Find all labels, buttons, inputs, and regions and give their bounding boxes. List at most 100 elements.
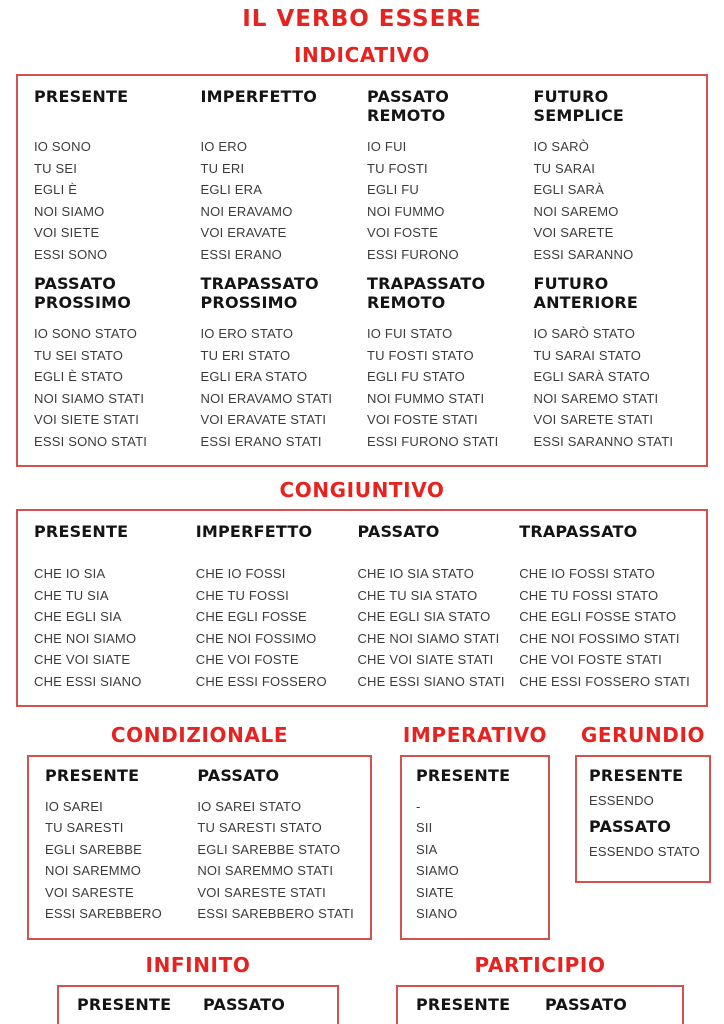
- conjugation-item: VOI SARETE STATI: [533, 412, 654, 427]
- conjugation-item: NOI SAREMMO: [45, 863, 142, 879]
- conjugation-item: IO SARÒ: [533, 139, 590, 154]
- conjugation-item: CHE TU SIA: [34, 587, 109, 603]
- conjugation-list: IO SONO STATO TU SEI STATO EGLI È STATO NOI…: [34, 323, 191, 452]
- conjugation-item: CHE ESSI FOSSERO STATI: [519, 673, 690, 689]
- tense-name: FUTURO SEMPLICE: [533, 87, 625, 125]
- conjugation-item: ESSI SONO STATI: [34, 433, 148, 449]
- indicativo-passato-remoto: PASSATO REMOTO IO FUI TU FOSTI EGLI FU NOI …: [367, 87, 524, 265]
- conjugation-list: IO SARÒ STATO TU SARAI STATO EGLI SARÀ STA…: [534, 323, 691, 452]
- tense-name: TRAPASSATO PROSSIMO: [200, 274, 319, 312]
- conjugation-item: TU FOSTI STATO: [367, 347, 474, 363]
- conjugation-item: VOI ERAVATE STATI: [200, 412, 327, 427]
- conjugation-item: CHE ESSI SIANO STATI: [357, 673, 505, 689]
- conjugation-item: EGLI ERA: [200, 182, 263, 197]
- conjugation-list: - SII SIA SIAMO SIATE SIANO: [416, 796, 534, 925]
- conjugation-item: SIANO: [416, 906, 458, 922]
- page-title: IL VERBO ESSERE: [242, 6, 482, 32]
- conjugation-item: EGLI È: [34, 182, 78, 197]
- conjugation-item: NOI FUMMO STATI: [367, 390, 485, 406]
- conjugation-item: VOI FOSTE STATI: [367, 412, 478, 427]
- tense-name: PASSATO: [197, 766, 280, 785]
- conjugation-item: CHE VOI FOSTE STATI: [519, 652, 662, 667]
- conjugation-item: ESSI SAREBBERO: [45, 906, 162, 922]
- conjugation-list: IO SONO TU SEI EGLI È NOI SIAMO VOI SIETE ESS…: [34, 136, 191, 265]
- conjugation-item: IO SONO: [34, 139, 92, 154]
- congiuntivo-passato: PASSATO CHE IO SIA STATO CHE TU SIA STATO…: [357, 522, 509, 692]
- conjugation-item: IO ERO STATO: [200, 326, 294, 341]
- imperativo-table: PRESENTE - SII SIA SIAMO SIATE SIANO: [400, 755, 550, 940]
- tense-name: TRAPASSATO: [519, 522, 638, 541]
- tense-name: PASSATO: [357, 522, 440, 541]
- mood-heading-imperativo: IMPERATIVO: [402, 723, 548, 747]
- conjugation-item: CHE IO FOSSI STATO: [519, 566, 655, 581]
- conjugation-item: VOI SIETE: [34, 225, 100, 240]
- conjugation-item: ESSI SAREBBERO STATI: [197, 906, 354, 922]
- indicativo-trapassato-prossimo: TRAPASSATO PROSSIMO IO ERO STATO TU ERI S…: [200, 274, 358, 452]
- conjugation-item: CHE TU SIA STATO: [357, 587, 478, 603]
- conjugation-item: STATO: [545, 1020, 664, 1024]
- section-gerundio: GERUNDIO PRESENTE ESSENDO PASSATO ESSEND…: [575, 723, 711, 884]
- section-congiuntivo: CONGIUNTIVO PRESENTE CHE IO SIA CHE TU SI…: [0, 478, 724, 707]
- conjugation-item: ESSI SARANNO STATI: [533, 433, 674, 449]
- conjugation-item: EGLI SAREBBE STATO: [197, 841, 341, 857]
- section-imperativo: IMPERATIVO PRESENTE - SII SIA SIAMO SIATE SIA…: [400, 723, 550, 940]
- indicativo-table: PRESENTE IO SONO TU SEI EGLI È NOI SIAMO VOI…: [16, 74, 708, 467]
- conjugation-item: NOI FUMMO: [367, 203, 445, 219]
- conjugation-item: -: [416, 798, 421, 814]
- conjugation-item: CHE ESSI FOSSERO: [195, 673, 327, 689]
- mood-heading-condizionale: CONDIZIONALE: [110, 723, 289, 747]
- conjugation-item: EGLI FU STATO: [367, 369, 465, 384]
- tense-name: PASSATO: [203, 994, 286, 1014]
- conjugation-list: CHE IO FOSSI STATO CHE TU FOSSI STATO CHE …: [519, 563, 690, 692]
- conjugation-item: NOI ERAVAMO: [200, 203, 293, 219]
- conjugation-item: TU SARAI STATO: [533, 347, 642, 363]
- imperativo-presente: PRESENTE - SII SIA SIAMO SIATE SIANO: [416, 766, 534, 925]
- conjugation-item: NOI SIAMO: [34, 203, 105, 219]
- conjugation-item: IO SAREI STATO: [197, 798, 302, 814]
- conjugation-item: SIAMO: [416, 863, 459, 879]
- conjugation-list: IO ERO TU ERI EGLI ERA NOI ERAVAMO VOI ERAVA…: [201, 136, 358, 265]
- tense-name: PRESENTE: [416, 766, 511, 785]
- conjugation-item: CHE EGLI FOSSE STATO: [519, 609, 677, 624]
- conjugation-item: EGLI SARÀ: [533, 182, 604, 197]
- conjugation-item: CHE VOI SIATE: [34, 652, 131, 667]
- section-infinito: INFINITO PRESENTE ESSERE PASSATO ESSERE …: [57, 953, 339, 1024]
- indicativo-imperfetto: IMPERFETTO IO ERO TU ERI EGLI ERA NOI ERAVA…: [201, 87, 358, 265]
- participio-presente: PRESENTE ESSENTE: [416, 995, 535, 1024]
- conjugation-item: SII: [416, 820, 433, 836]
- tense-name: PRESENTE: [77, 994, 172, 1014]
- conjugation-item: TU SEI: [34, 160, 78, 176]
- congiuntivo-table: PRESENTE CHE IO SIA CHE TU SIA CHE EGLI SI…: [16, 509, 708, 707]
- tense-name: PASSATO: [589, 817, 672, 837]
- conjugation-item: IO ERO: [200, 139, 248, 154]
- conjugation-item: ESSI SARANNO: [533, 246, 634, 262]
- conjugation-item: CHE NOI FOSSIMO: [195, 630, 317, 646]
- conjugation-item: CHE NOI FOSSIMO STATI: [519, 630, 680, 646]
- conjugation-item: VOI FOSTE: [367, 225, 439, 240]
- conjugation-item: TU SARESTI: [45, 820, 124, 836]
- tense-name: PRESENTE: [589, 766, 684, 785]
- tense-name: TRAPASSATO REMOTO: [367, 274, 486, 312]
- tense-name: PASSATO REMOTO: [367, 87, 450, 125]
- condizionale-passato: PASSATO IO SAREI STATO TU SARESTI STATO EG…: [197, 766, 354, 925]
- congiuntivo-trapassato: TRAPASSATO CHE IO FOSSI STATO CHE TU FOSS…: [519, 522, 690, 692]
- conjugation-item: VOI SARESTE STATI: [197, 884, 326, 900]
- conjugation-item: NOI ERAVAMO STATI: [200, 390, 333, 406]
- conjugation-item: ESSI FURONO: [367, 246, 459, 262]
- participio-table: PRESENTE ESSENTE PASSATO STATO: [396, 984, 684, 1024]
- conjugation-item: VOI SIETE STATI: [34, 412, 140, 427]
- conjugation-item: CHE IO FOSSI: [195, 566, 286, 581]
- tense-name: PRESENTE: [34, 87, 129, 106]
- conjugation-item: IO FUI: [367, 139, 407, 154]
- conjugation-item: CHE NOI SIAMO: [34, 630, 137, 646]
- conjugation-item: SIATE: [416, 884, 454, 900]
- conjugation-item: VOI SARESTE: [45, 884, 134, 900]
- middle-row: CONDIZIONALE PRESENTE IO SAREI TU SARESTI…: [27, 723, 711, 940]
- conjugation-item: IO FUI STATO: [367, 326, 453, 341]
- mood-heading-infinito: INFINITO: [145, 952, 251, 977]
- conjugation-list: CHE IO SIA STATO CHE TU SIA STATO CHE EGLI…: [357, 563, 509, 692]
- mood-heading-congiuntivo: CONGIUNTIVO: [279, 478, 445, 502]
- conjugation-item: NOI SIAMO STATI: [34, 390, 145, 406]
- conjugation-item: ESSENDO: [589, 792, 654, 808]
- conjugation-item: VOI ERAVATE: [200, 225, 287, 240]
